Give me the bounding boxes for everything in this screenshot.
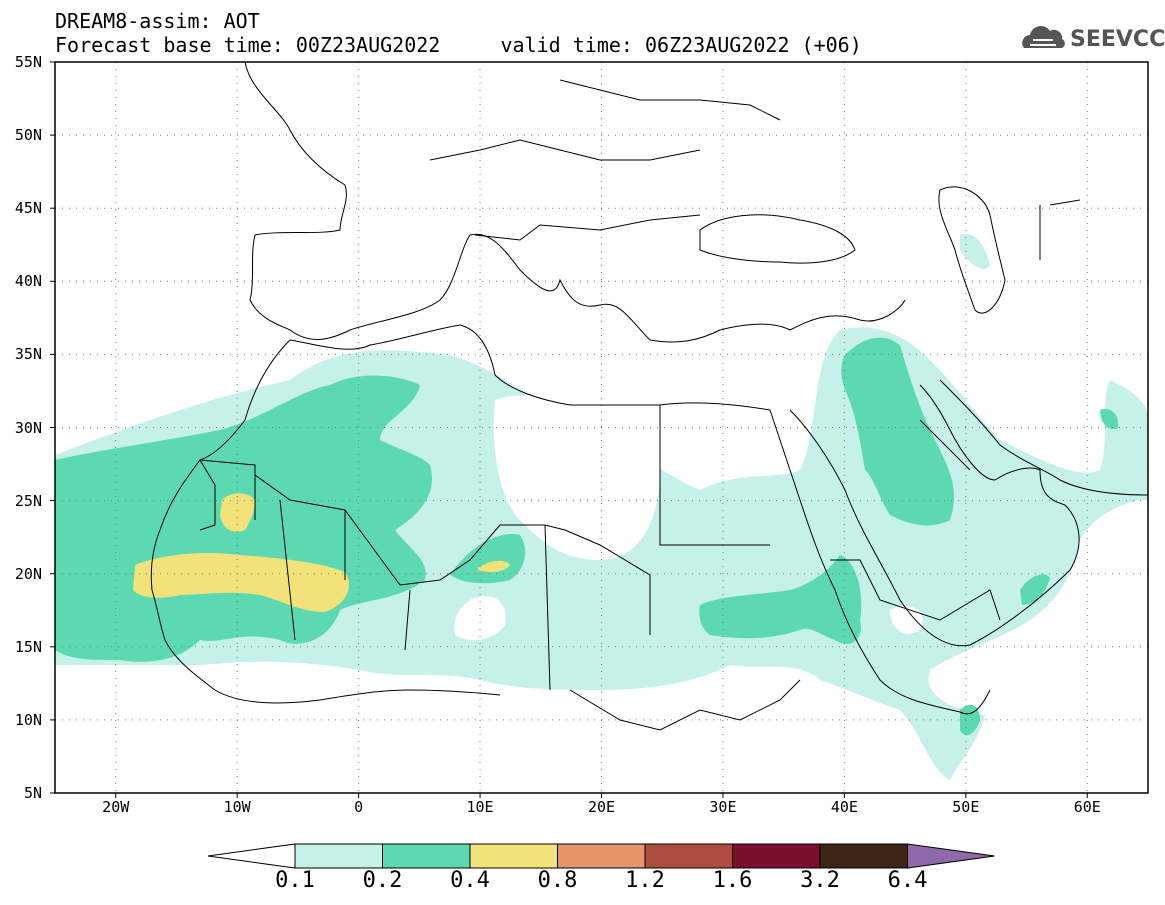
- colorbar-tick-label: 0.8: [537, 868, 578, 893]
- colorbar-tick-label: 0.2: [362, 868, 403, 893]
- cloud-icon: [1022, 26, 1065, 48]
- lat-label: 55N: [14, 53, 42, 71]
- colorbar-tick-label: 3.2: [800, 868, 840, 893]
- lon-label: 20E: [587, 798, 616, 816]
- lon-label: 40E: [830, 798, 858, 816]
- lat-label: 5N: [23, 784, 42, 802]
- lon-label: 60E: [1073, 798, 1101, 816]
- lon-label: 10W: [223, 798, 251, 816]
- colorbar-tick-label: 1.6: [712, 868, 753, 893]
- aot-clear-areas: [454, 395, 923, 641]
- lon-label: 50E: [952, 798, 980, 816]
- aot-shading: [55, 234, 1148, 780]
- axis-ticks: [50, 61, 1088, 798]
- colorbar-box: [557, 843, 646, 869]
- colorbar-tick-label: 6.4: [887, 868, 928, 893]
- logo-text: SEEVCCC: [1070, 27, 1165, 52]
- forecast-times: Forecast base time: 00Z23AUG2022 valid t…: [55, 33, 862, 57]
- colorbar-box: [382, 843, 471, 869]
- lat-label: 50N: [14, 126, 42, 145]
- colorbar-box: [819, 843, 908, 869]
- map-title: DREAM8-assim: AOT: [55, 9, 260, 33]
- lon-label: 0: [354, 798, 364, 816]
- colorbar-tick-label: 0.1: [275, 868, 315, 893]
- lon-label: 10E: [466, 798, 494, 816]
- aot-band-0.4-0.8: [133, 493, 510, 612]
- colorbar-box: [644, 843, 733, 869]
- colorbar-lower-extension: [207, 843, 296, 869]
- lat-label: 25N: [14, 491, 42, 510]
- lat-label: 35N: [14, 345, 42, 364]
- lat-label: 45N: [14, 199, 42, 218]
- colorbar-box: [732, 843, 821, 869]
- colorbar-tick-label: 0.4: [450, 868, 490, 893]
- colorbar-box: [469, 843, 558, 869]
- lon-label: 20W: [102, 798, 130, 816]
- lat-label: 15N: [14, 637, 42, 656]
- lon-label: 30E: [709, 798, 737, 816]
- colorbar-upper-extension: [907, 843, 995, 869]
- lat-label: 40N: [14, 272, 42, 291]
- seevccc-logo: SEEVCCC: [1018, 24, 1165, 56]
- colorbar-box: [294, 843, 383, 869]
- colorbar-tick-label: 1.2: [625, 868, 665, 893]
- lat-label: 20N: [14, 564, 42, 583]
- coastlines-and-borders: [150, 62, 1148, 731]
- map-gridlines: [55, 62, 1148, 793]
- lat-label: 30N: [14, 418, 42, 437]
- lat-label: 10N: [14, 710, 42, 729]
